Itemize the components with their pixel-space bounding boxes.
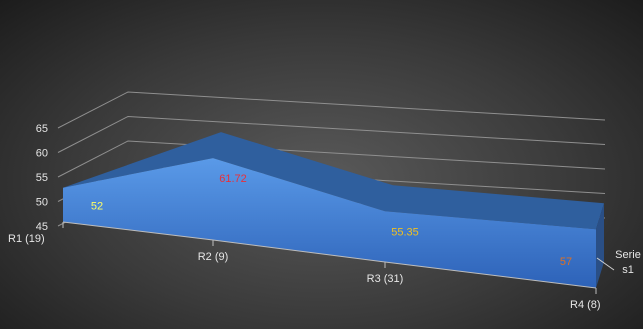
data-label: 61.72 bbox=[219, 173, 247, 185]
x-tick-label: R1 (19) bbox=[8, 233, 45, 245]
y-tick-label: 55 bbox=[36, 172, 48, 184]
data-labels: 52 61.72 55.35 57 bbox=[91, 173, 572, 268]
area-side-face bbox=[596, 203, 604, 288]
gridline bbox=[57, 91, 606, 129]
series-label-leader bbox=[596, 257, 615, 271]
area-series bbox=[63, 132, 604, 288]
data-label: 55.35 bbox=[391, 226, 419, 238]
data-label: 57 bbox=[560, 256, 572, 268]
gridline bbox=[57, 140, 606, 178]
y-tick-label: 60 bbox=[36, 148, 48, 160]
y-tick-label: 45 bbox=[36, 221, 48, 233]
gridline bbox=[57, 115, 606, 153]
data-label: 52 bbox=[91, 201, 103, 213]
y-tick-labels: 45 50 55 60 65 bbox=[36, 123, 48, 233]
x-tick-labels: R1 (19) R2 (9) R3 (31) R4 (8) bbox=[8, 222, 601, 311]
x-axis-line bbox=[62, 221, 597, 289]
x-axis-line bbox=[62, 221, 597, 289]
x-tick-label: R3 (31) bbox=[367, 273, 404, 285]
y-tick-label: 65 bbox=[36, 123, 48, 135]
x-tick-label: R2 (9) bbox=[198, 251, 229, 263]
series-name-label: Serie s1 bbox=[615, 249, 641, 276]
x-tick-label: R4 (8) bbox=[570, 299, 601, 311]
series-label-group: Serie s1 bbox=[596, 249, 641, 276]
y-tick-label: 50 bbox=[36, 197, 48, 209]
area-top-surface bbox=[63, 132, 604, 230]
area-front-face bbox=[63, 158, 596, 288]
